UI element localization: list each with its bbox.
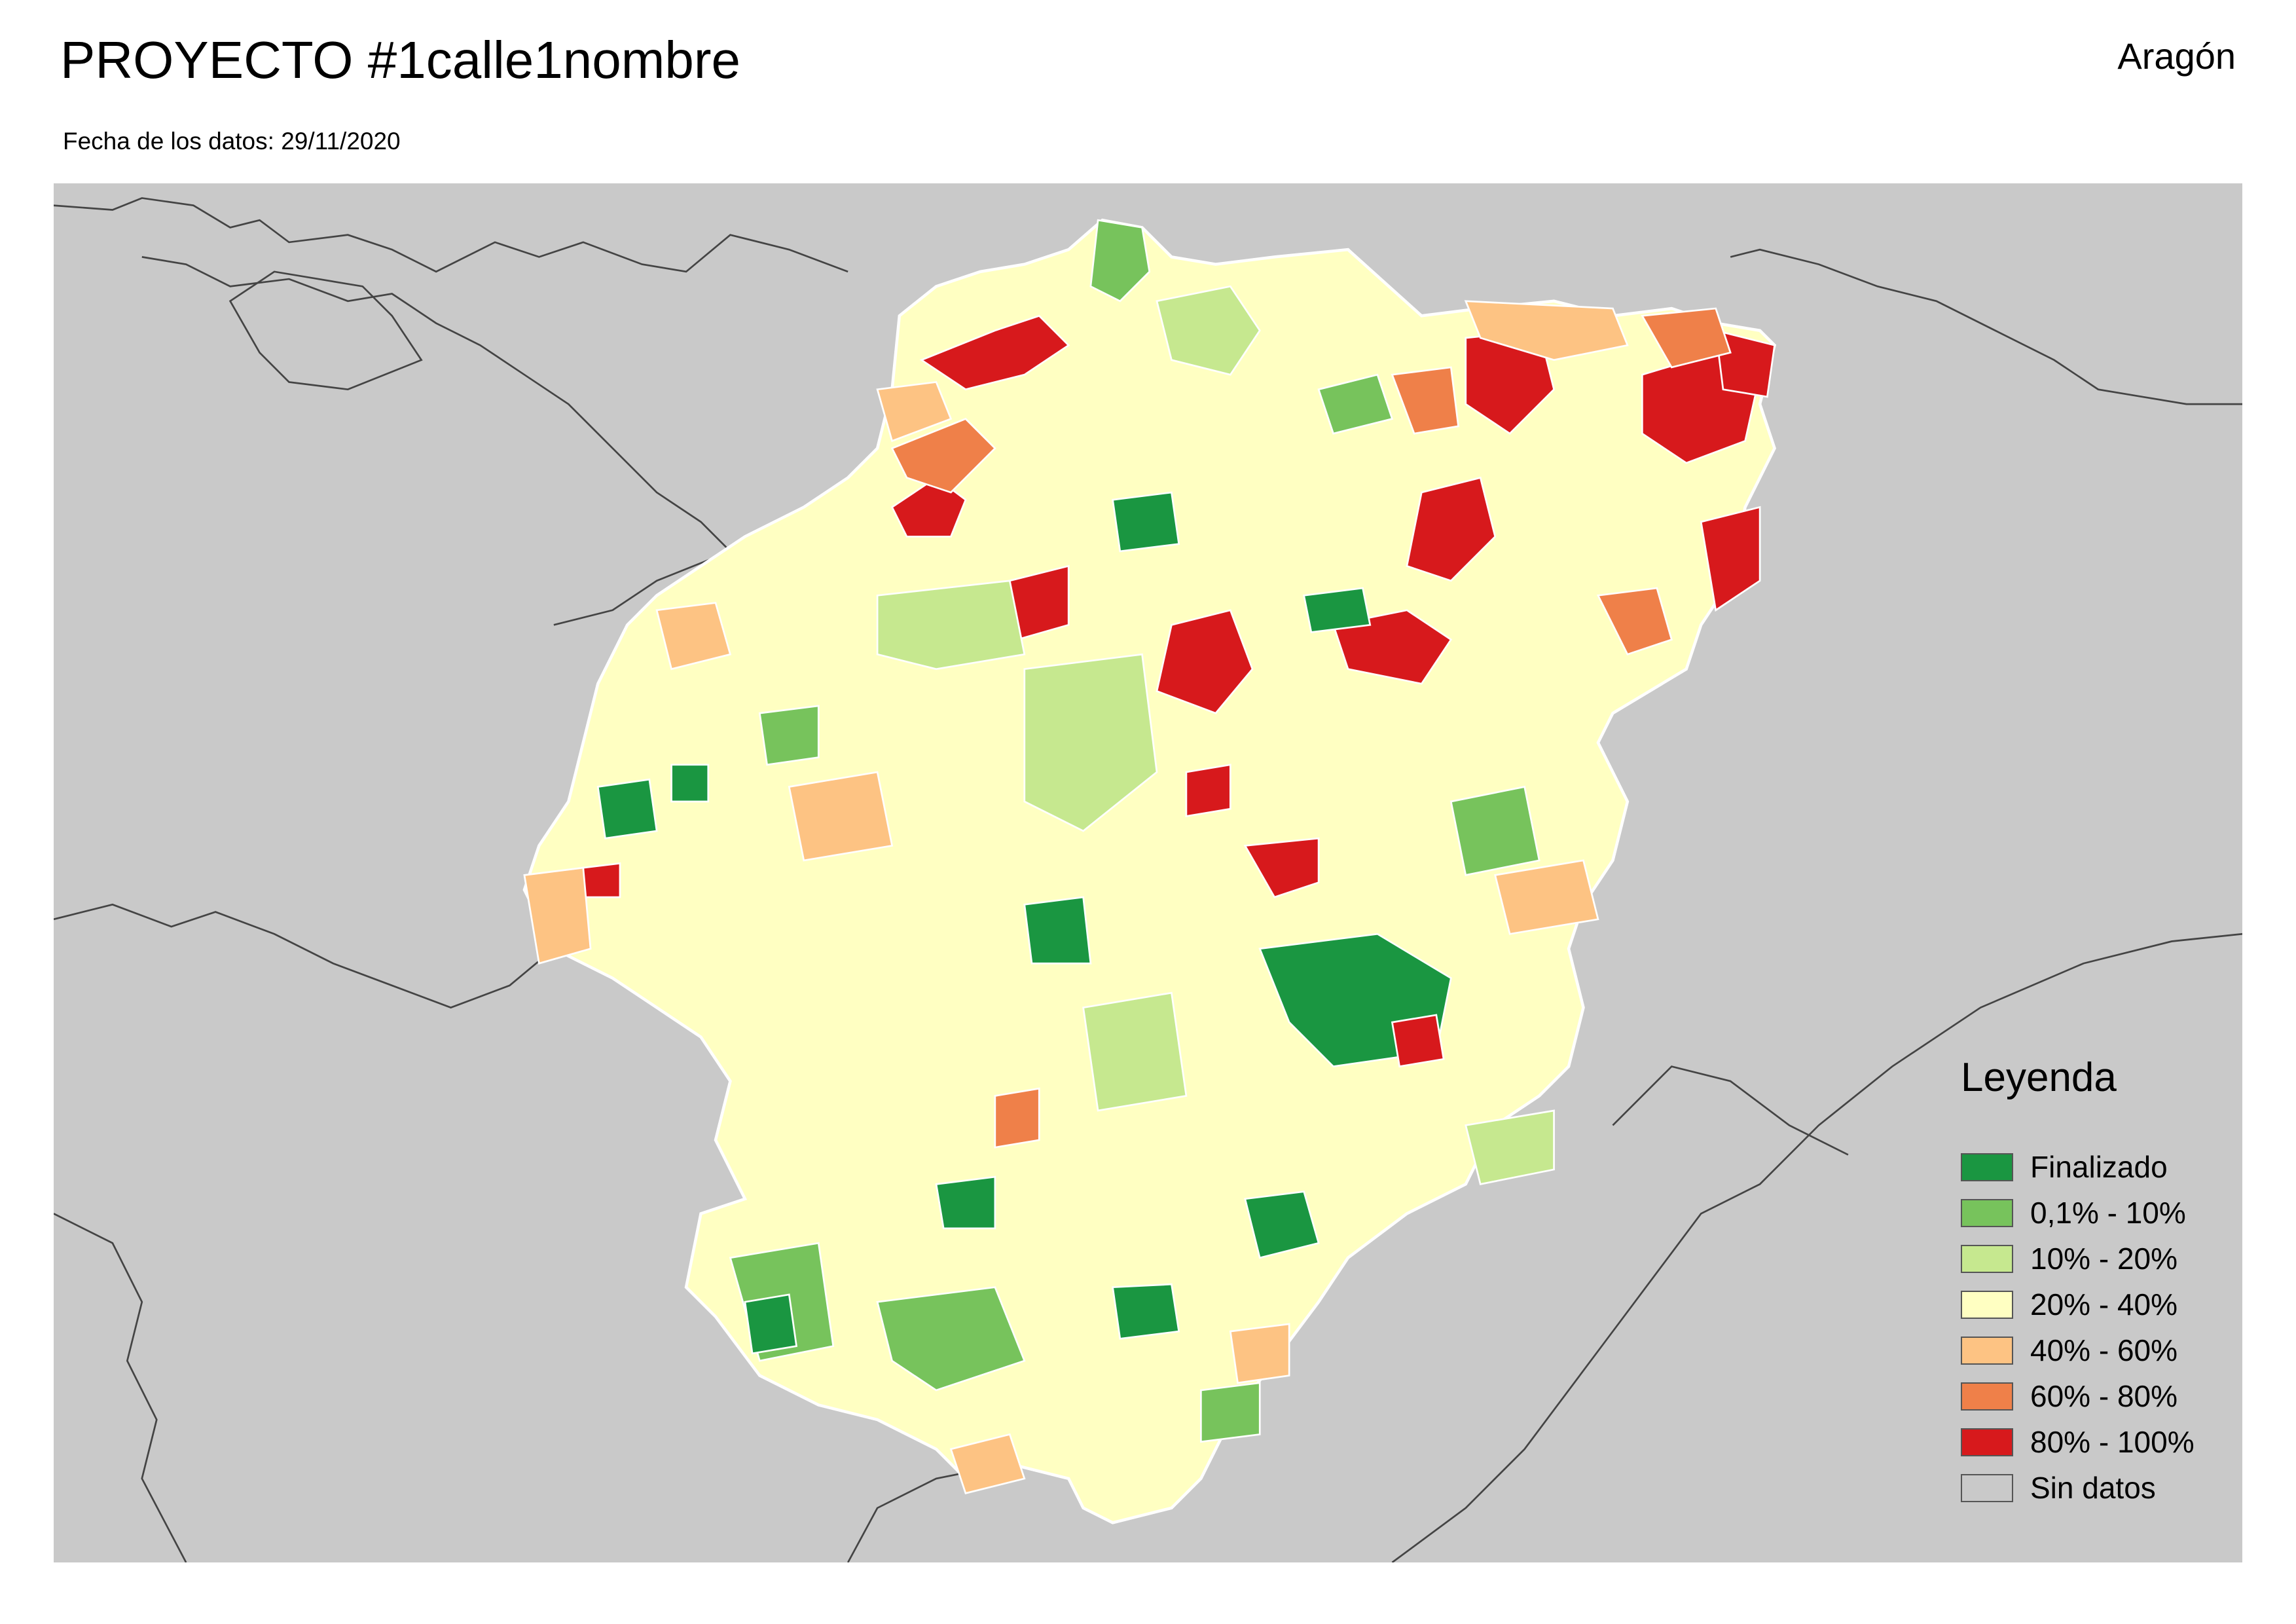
municipality-area xyxy=(670,764,710,803)
legend-swatch xyxy=(1961,1153,2013,1181)
municipality-area xyxy=(596,778,658,840)
municipality-area xyxy=(1244,1190,1320,1259)
legend-item-0-10: 0,1% - 10% xyxy=(1961,1190,2195,1236)
municipality-area xyxy=(1082,991,1188,1112)
municipality-area xyxy=(949,1433,1026,1494)
municipality-area xyxy=(1317,373,1394,435)
legend-title: Leyenda xyxy=(1961,1055,2117,1100)
municipality-area xyxy=(1156,609,1254,714)
municipality-area xyxy=(1089,219,1151,303)
municipality-area xyxy=(1715,329,1776,398)
municipality-area xyxy=(876,580,1026,671)
legend-item-20-40: 20% - 40% xyxy=(1961,1282,2195,1327)
municipality-area xyxy=(1332,609,1453,685)
municipality-area xyxy=(1406,476,1497,582)
legend-swatch xyxy=(1961,1473,2013,1502)
municipality-area xyxy=(1112,1283,1180,1340)
legend-swatch xyxy=(1961,1428,2013,1456)
municipality-area xyxy=(1229,1323,1290,1384)
municipalities xyxy=(523,219,1776,1494)
region-name: Aragón xyxy=(2117,35,2236,77)
municipality-area xyxy=(523,866,592,965)
legend-swatch xyxy=(1961,1336,2013,1365)
data-date: Fecha de los datos: 29/11/2020 xyxy=(63,128,401,155)
municipality-area xyxy=(758,705,820,766)
municipality-area xyxy=(1112,491,1180,553)
legend-item-60-80: 60% - 80% xyxy=(1961,1373,2195,1419)
municipality-area xyxy=(582,862,621,898)
legend-label: 10% - 20% xyxy=(2030,1242,2178,1276)
map-title: PROYECTO #1calle1nombre xyxy=(60,31,740,89)
municipality-area xyxy=(1449,785,1540,876)
municipality-area xyxy=(1465,1109,1555,1185)
municipality-area xyxy=(1200,1382,1261,1443)
legend: Leyenda Finalizado 0,1% - 10% 10% - 20% … xyxy=(1961,1058,2195,1511)
legend-item-finalizado: Finalizado xyxy=(1961,1144,2195,1190)
legend-label: 20% - 40% xyxy=(2030,1287,2178,1321)
legend-items: Finalizado 0,1% - 10% 10% - 20% 20% - 40… xyxy=(1961,1144,2195,1511)
municipality-area xyxy=(876,380,953,443)
neighbour-borders xyxy=(54,197,2242,1562)
legend-swatch xyxy=(1961,1382,2013,1411)
legend-label: Sin datos xyxy=(2030,1471,2156,1505)
legend-item-40-60: 40% - 60% xyxy=(1961,1327,2195,1373)
municipality-area xyxy=(1641,307,1732,369)
legend-swatch xyxy=(1961,1198,2013,1227)
legend-label: 80% - 100% xyxy=(2030,1425,2195,1459)
legend-label: 60% - 80% xyxy=(2030,1379,2178,1413)
legend-item-80-100: 80% - 100% xyxy=(1961,1419,2195,1465)
legend-item-10-20: 10% - 20% xyxy=(1961,1236,2195,1282)
legend-label: 40% - 60% xyxy=(2030,1333,2178,1367)
municipality-area xyxy=(1303,587,1372,634)
municipality-area xyxy=(1464,300,1629,361)
municipality-area xyxy=(919,314,1070,391)
choropleth-map xyxy=(54,183,2242,1562)
municipality-area xyxy=(1391,1014,1445,1068)
municipality-area xyxy=(890,418,996,494)
municipality-area xyxy=(1391,366,1460,435)
legend-label: 0,1% - 10% xyxy=(2030,1196,2186,1230)
municipality-area xyxy=(744,1293,798,1355)
legend-swatch xyxy=(1961,1290,2013,1319)
municipality-area xyxy=(1156,285,1261,376)
municipality-area xyxy=(1185,764,1231,818)
legend-item-sin-datos: Sin datos xyxy=(1961,1465,2195,1511)
legend-label: Finalizado xyxy=(2030,1150,2168,1184)
municipality-area xyxy=(876,1286,1026,1392)
municipality-area xyxy=(1494,859,1599,935)
municipality-area xyxy=(935,1175,996,1230)
municipality-area xyxy=(1023,653,1158,832)
municipality-area xyxy=(788,771,894,862)
municipality-area xyxy=(655,602,732,671)
municipality-area xyxy=(994,1087,1040,1149)
municipality-area xyxy=(1243,837,1320,898)
municipality-area xyxy=(1023,896,1092,965)
municipality-area xyxy=(1596,587,1673,655)
legend-swatch xyxy=(1961,1244,2013,1273)
municipality-area xyxy=(1700,506,1761,612)
